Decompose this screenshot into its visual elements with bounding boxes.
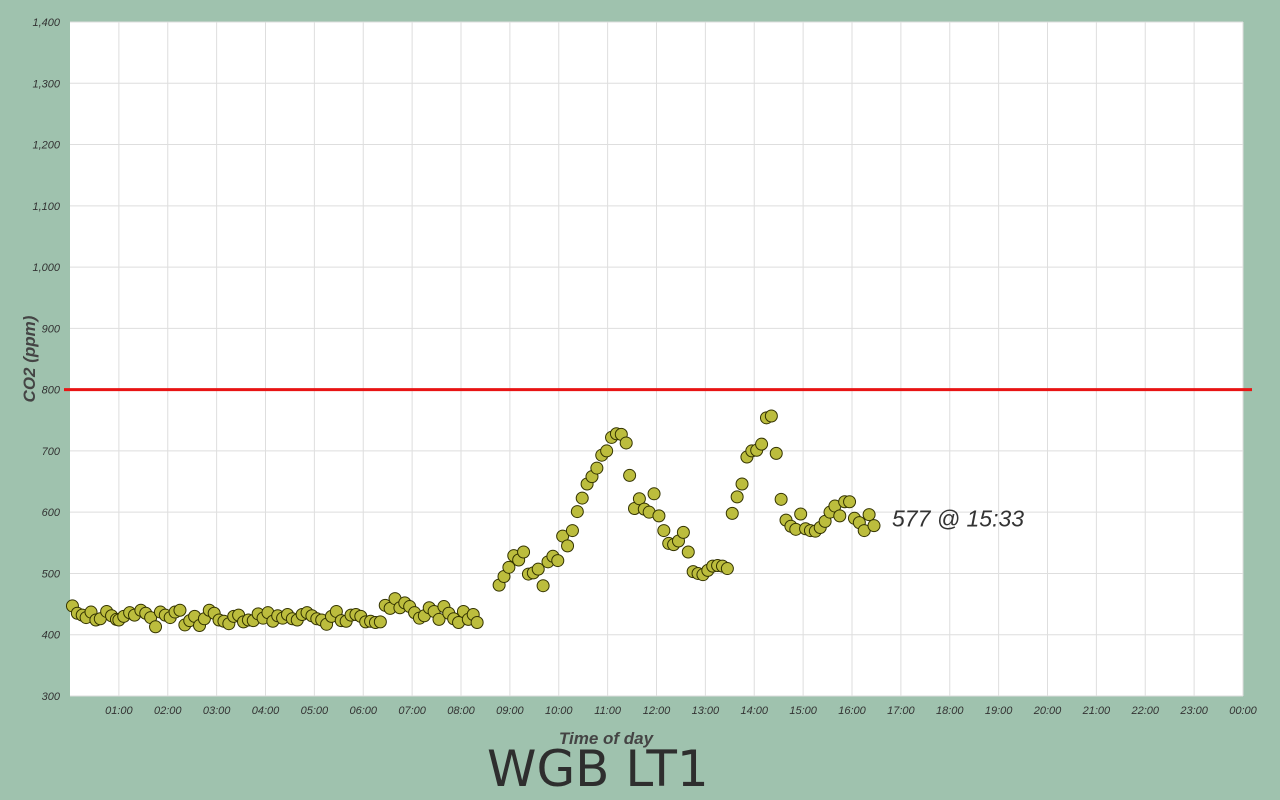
x-tick-label: 02:00	[154, 705, 182, 717]
data-point	[173, 603, 187, 617]
x-tick-label: 13:00	[692, 705, 720, 717]
data-point	[432, 612, 446, 626]
data-point	[623, 468, 637, 482]
x-tick-label: 10:00	[545, 705, 573, 717]
y-tick-label: 500	[42, 568, 61, 580]
data-point	[652, 509, 666, 523]
x-axis-title: Time of day	[559, 729, 655, 748]
y-tick-label: 400	[42, 630, 61, 642]
x-tick-label: 11:00	[594, 705, 622, 717]
x-tick-label: 21:00	[1082, 705, 1111, 717]
x-tick-label: 01:00	[105, 705, 133, 717]
x-tick-label: 03:00	[203, 705, 231, 717]
data-point	[681, 545, 695, 559]
latest-reading-label: 577 @ 15:33	[892, 506, 1024, 532]
data-point	[769, 446, 783, 460]
x-tick-label: 16:00	[838, 705, 866, 717]
data-point	[735, 477, 749, 491]
location-title: WGB LT1	[487, 740, 709, 798]
data-point	[867, 519, 881, 533]
y-tick-label: 1,200	[32, 140, 60, 152]
y-tick-label: 800	[42, 385, 61, 397]
data-point	[590, 461, 604, 475]
y-tick-label: 900	[42, 323, 61, 335]
data-point	[470, 615, 484, 629]
x-tick-label: 20:00	[1033, 705, 1062, 717]
data-point	[833, 509, 847, 523]
y-tick-label: 1,400	[32, 17, 60, 29]
y-tick-label: 600	[42, 507, 61, 519]
data-point	[536, 579, 550, 593]
y-axis-ticks: 300 400 500 600 700 800 900 1,000 1,100 1,200 1,30…	[32, 17, 60, 703]
data-point	[657, 524, 671, 538]
x-tick-label: 04:00	[252, 705, 280, 717]
x-tick-label: 18:00	[936, 705, 964, 717]
x-tick-label: 09:00	[496, 705, 524, 717]
data-point	[565, 524, 579, 538]
y-tick-label: 700	[42, 446, 61, 458]
x-axis-ticks: 01:00 02:00 03:00 04:00 05:00 06:00 07:00 08:00…	[105, 705, 1258, 717]
data-point	[730, 490, 744, 504]
data-point	[149, 620, 163, 634]
x-tick-label: 00:00	[1229, 705, 1257, 717]
data-point	[373, 615, 387, 629]
y-axis-title: CO2 (ppm)	[20, 315, 39, 402]
data-point	[531, 562, 545, 576]
data-point	[843, 495, 857, 509]
y-tick-label: 1,100	[32, 201, 60, 213]
data-point	[647, 487, 661, 501]
x-tick-label: 15:00	[789, 705, 817, 717]
data-point	[570, 505, 584, 519]
data-point	[774, 492, 788, 506]
x-tick-label: 19:00	[985, 705, 1013, 717]
x-tick-label: 08:00	[447, 705, 475, 717]
data-point	[619, 436, 633, 450]
y-tick-label: 300	[42, 691, 61, 703]
x-tick-label: 07:00	[398, 705, 426, 717]
y-tick-label: 1,300	[32, 78, 60, 90]
x-tick-label: 14:00	[740, 705, 768, 717]
grid-lines	[70, 21, 1244, 697]
data-point	[720, 562, 734, 576]
x-tick-label: 05:00	[301, 705, 329, 717]
data-point	[862, 508, 876, 522]
data-point	[575, 491, 589, 505]
data-point	[551, 554, 565, 568]
x-tick-label: 23:00	[1179, 705, 1208, 717]
data-point	[794, 507, 808, 521]
data-point	[676, 525, 690, 539]
data-point	[725, 506, 739, 520]
data-points	[65, 409, 881, 634]
x-tick-label: 17:00	[887, 705, 915, 717]
data-point	[561, 539, 575, 553]
data-point	[517, 545, 531, 559]
data-point	[755, 437, 769, 451]
data-point	[600, 444, 614, 458]
data-point	[632, 492, 646, 506]
x-tick-label: 22:00	[1130, 705, 1159, 717]
data-point	[502, 560, 516, 574]
y-tick-label: 1,000	[32, 262, 60, 274]
x-tick-label: 06:00	[349, 705, 377, 717]
x-tick-label: 12:00	[643, 705, 671, 717]
data-point	[764, 409, 778, 423]
